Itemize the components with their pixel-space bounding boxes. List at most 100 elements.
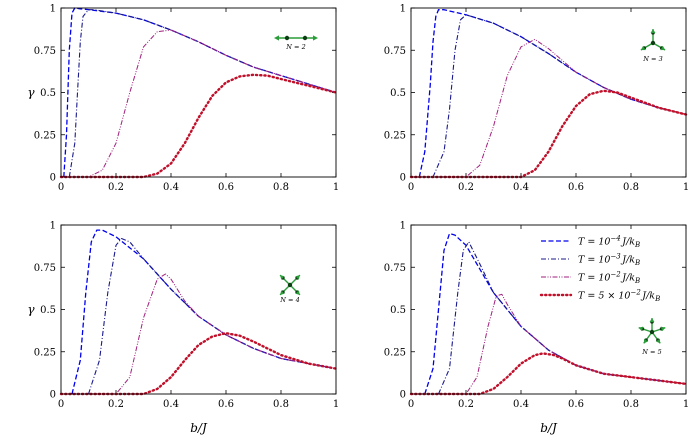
x-tick-label: 0.4	[513, 399, 529, 410]
y-axis-label: γ	[27, 86, 35, 100]
y-tick-label: 0.75	[384, 263, 406, 274]
legend-label-3: T = 10−2 J/kB	[578, 271, 640, 286]
series-line-2	[87, 237, 337, 395]
x-tick-label: 0.4	[163, 182, 179, 193]
series-line-1	[424, 232, 687, 395]
arrow-head-icon	[313, 35, 318, 41]
center-site	[650, 40, 656, 46]
inset-label: N = 2	[285, 43, 305, 51]
plot-frame	[60, 224, 337, 395]
x-tick-label: 0	[58, 182, 64, 193]
y-tick-label: 0.25	[384, 130, 406, 141]
arrow-head-icon	[638, 326, 644, 332]
x-tick-label: 0.2	[108, 182, 124, 193]
x-tick-label: 0.8	[623, 399, 639, 410]
inset-molecule-2: N = 3	[640, 29, 666, 63]
series-line-3	[411, 38, 687, 178]
legend-label-2: T = 10−3 J/kB	[578, 253, 640, 268]
x-tick-label: 0.4	[163, 399, 179, 410]
panel-2: 0 0.2 0.4 0.6 0.8 1 0 0.25 0.5 0.75 1	[384, 4, 689, 194]
y-tick-label: 0.25	[384, 347, 406, 358]
y-tick-label: 0.25	[34, 130, 56, 141]
y-tick-label: 1	[400, 4, 406, 15]
inset-label: N = 3	[642, 55, 662, 63]
x-tick-label: 0	[408, 399, 414, 410]
x-tick-label: 0.6	[218, 182, 234, 193]
inset-molecule-1: N = 2	[274, 35, 318, 51]
y-axis-label: γ	[27, 303, 35, 317]
x-tick-label: 0.8	[623, 182, 639, 193]
y-tick-label: 0.25	[34, 347, 56, 358]
arrow-head-icon	[650, 29, 656, 33]
arrow-head-icon	[640, 45, 646, 51]
legend-label-4: T = 5 × 10−2 J/kB	[578, 289, 660, 304]
x-tick-label: 1	[333, 182, 339, 193]
x-tick-label: 0.6	[568, 182, 584, 193]
arrow-head-icon	[655, 338, 661, 344]
y-tick-label: 0.75	[384, 46, 406, 57]
x-tick-label: 0.2	[458, 182, 474, 193]
y-tick-label: 0.75	[34, 46, 56, 57]
center-site	[287, 282, 293, 288]
x-tick-label: 0.2	[108, 399, 124, 410]
series-line-2	[437, 241, 687, 395]
y-tick-label: 0	[400, 173, 406, 184]
series-line-2	[68, 9, 337, 178]
plot-frame	[410, 7, 687, 178]
spin-site	[302, 35, 308, 41]
plot-frame	[410, 224, 687, 395]
inset-molecule-4: N = 5	[638, 318, 666, 356]
y-tick-label: 0.75	[34, 263, 56, 274]
series-line-4	[59, 332, 338, 396]
series-line-3	[61, 29, 337, 178]
legend-label-1: T = 10−4 J/kB	[578, 235, 640, 250]
plot-frame	[60, 7, 337, 178]
y-tick-label: 1	[50, 221, 56, 232]
x-tick-label: 1	[683, 399, 689, 410]
x-tick-label: 0.2	[458, 399, 474, 410]
inset-label: N = 5	[641, 348, 661, 356]
legend: T = 10−4 J/kB T = 10−3 J/kB T = 10−2 J/kB T = …	[539, 235, 660, 304]
x-tick-label: 0.6	[218, 399, 234, 410]
series-line-1	[71, 229, 337, 395]
x-axis-label: b/J	[190, 421, 208, 435]
y-tick-label: 0	[400, 390, 406, 401]
series-line-1	[63, 7, 337, 178]
arrow-head-icon	[660, 326, 666, 332]
arrow-head-icon	[295, 290, 300, 295]
x-tick-label: 0	[408, 182, 414, 193]
arrow-head-icon	[649, 318, 655, 322]
y-tick-label: 0.5	[390, 305, 406, 316]
panel-1: 0 0.2 0.4 0.6 0.8 1 0 0.25 0.5 0.75 1 γ	[27, 4, 339, 194]
y-tick-label: 0	[50, 173, 56, 184]
x-tick-label: 1	[333, 399, 339, 410]
inset-molecule-3: N = 4	[279, 274, 301, 304]
y-tick-label: 0.5	[390, 88, 406, 99]
series-line-4	[59, 73, 338, 179]
y-tick-label: 0.5	[40, 88, 56, 99]
series-line-4	[409, 89, 688, 179]
y-tick-label: 1	[400, 221, 406, 232]
x-tick-label: 0.6	[568, 399, 584, 410]
panel-3: 0 0.2 0.4 0.6 0.8 1 0 0.25 0.5 0.75 1 γ b/J	[27, 221, 339, 436]
series-line-1	[418, 9, 687, 178]
series-line-2	[432, 14, 687, 178]
series-line-4	[409, 352, 688, 396]
arrow-head-icon	[295, 275, 300, 280]
x-axis-label: b/J	[540, 421, 558, 435]
series-line-3	[411, 293, 687, 395]
arrow-head-icon	[280, 275, 285, 280]
x-tick-label: 0.8	[273, 182, 289, 193]
center-site	[649, 329, 655, 335]
arrow-head-icon	[643, 338, 649, 344]
inset-label: N = 4	[279, 296, 299, 304]
x-tick-label: 0	[58, 399, 64, 410]
arrow-head-icon	[274, 35, 279, 41]
y-tick-label: 0.5	[40, 305, 56, 316]
y-tick-label: 0	[50, 390, 56, 401]
series-line-3	[61, 273, 337, 395]
x-tick-label: 0.8	[273, 399, 289, 410]
x-tick-label: 0.4	[513, 182, 529, 193]
spin-site	[284, 35, 290, 41]
